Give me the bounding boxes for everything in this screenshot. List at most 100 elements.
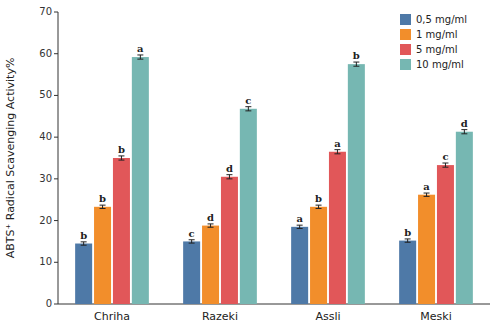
error-bar-cap xyxy=(245,110,251,111)
bar xyxy=(437,165,454,304)
legend-swatch xyxy=(400,59,411,70)
chart: 010203040506070ABTS⁺ Radical Scavenging … xyxy=(0,0,500,334)
error-bar-cap xyxy=(100,205,106,206)
y-axis-label: ABTS⁺ Radical Scavenging Activity% xyxy=(4,58,17,259)
bar xyxy=(348,64,365,304)
bar xyxy=(183,241,200,304)
error-bar-line xyxy=(299,225,300,228)
error-bar xyxy=(137,55,143,59)
error-bar-cap xyxy=(297,228,303,229)
bar xyxy=(240,109,257,304)
error-bar-cap xyxy=(189,239,195,240)
error-bar-cap xyxy=(137,59,143,60)
bar xyxy=(132,57,149,304)
bar-letter: b xyxy=(404,227,411,238)
error-bar xyxy=(353,62,359,66)
x-tick-label: Chriha xyxy=(94,310,130,323)
error-bar xyxy=(405,239,411,242)
error-bar xyxy=(442,163,448,167)
error-bar xyxy=(81,242,87,245)
error-bar-line xyxy=(229,175,230,179)
error-bar-cap xyxy=(461,133,467,134)
bar xyxy=(113,158,130,304)
bar xyxy=(202,226,219,304)
error-bar xyxy=(245,107,251,111)
legend-label: 10 mg/ml xyxy=(416,59,464,70)
error-bar-line xyxy=(102,205,103,208)
y-tick xyxy=(54,220,58,221)
error-bar-cap xyxy=(405,242,411,243)
error-bar xyxy=(189,240,195,243)
legend-label: 0,5 mg/ml xyxy=(416,14,467,25)
error-bar-line xyxy=(407,239,408,242)
error-bar-cap xyxy=(189,243,195,244)
bar-letters: bcabbdbabdacacbd xyxy=(80,43,468,241)
error-bar-cap xyxy=(118,160,124,161)
error-bar-cap xyxy=(297,225,303,226)
bar xyxy=(291,227,308,304)
x-tick-label: Meski xyxy=(420,310,451,323)
bar xyxy=(310,207,327,304)
legend-label: 1 mg/ml xyxy=(416,29,458,40)
y-tick-label: 70 xyxy=(39,6,52,17)
bar xyxy=(94,207,111,304)
error-bar-line xyxy=(318,205,319,208)
bar-letter: b xyxy=(80,230,87,241)
error-bar-cap xyxy=(316,208,322,209)
y-tick-label: 60 xyxy=(39,48,52,59)
bar-letter: b xyxy=(118,144,125,155)
error-bar-line xyxy=(464,130,465,134)
error-bar-cap xyxy=(461,129,467,130)
bar-letter: b xyxy=(353,50,360,61)
bar-letter: c xyxy=(245,95,251,106)
error-bar-cap xyxy=(208,227,214,228)
error-bar xyxy=(424,193,430,196)
legend-label: 5 mg/ml xyxy=(416,44,458,55)
bar-letter: a xyxy=(296,213,303,224)
error-bar-cap xyxy=(424,193,430,194)
y-axis: 010203040506070ABTS⁺ Radical Scavenging … xyxy=(4,6,58,309)
bar xyxy=(418,195,435,304)
legend-swatch xyxy=(400,44,411,55)
bar-letter: a xyxy=(423,181,430,192)
error-bar-cap xyxy=(226,178,232,179)
legend-swatch xyxy=(400,14,411,25)
y-tick xyxy=(54,178,58,179)
error-bar-line xyxy=(210,224,211,227)
error-bar-line xyxy=(248,107,249,111)
error-bar-line xyxy=(337,150,338,154)
bar-letter: a xyxy=(137,43,144,54)
error-bar xyxy=(316,205,322,208)
bar-letter: a xyxy=(334,138,341,149)
bar xyxy=(399,241,416,304)
bar xyxy=(75,244,92,304)
error-bar-line xyxy=(191,240,192,243)
y-tick-label: 0 xyxy=(46,298,52,309)
error-bar-cap xyxy=(316,205,322,206)
error-bar-cap xyxy=(81,245,87,246)
error-bar-cap xyxy=(81,241,87,242)
y-tick xyxy=(54,53,58,54)
error-bar-cap xyxy=(334,153,340,154)
y-tick-label: 40 xyxy=(39,131,52,142)
y-axis-line xyxy=(58,12,59,304)
y-tick-label: 50 xyxy=(39,89,52,100)
bars xyxy=(75,55,473,304)
bar-letter: d xyxy=(461,118,468,129)
bar xyxy=(456,132,473,304)
bar xyxy=(329,152,346,304)
bar-letter: c xyxy=(442,151,448,162)
error-bar-cap xyxy=(226,174,232,175)
error-bar-line xyxy=(445,163,446,167)
bar-letter: c xyxy=(189,228,195,239)
bar-letter: d xyxy=(226,163,233,174)
error-bar xyxy=(461,130,467,134)
y-tick-label: 20 xyxy=(39,215,52,226)
x-tick-label: Assli xyxy=(315,310,340,323)
error-bar-line xyxy=(83,242,84,245)
y-tick xyxy=(54,12,58,13)
y-tick xyxy=(54,262,58,263)
error-bar-line xyxy=(356,62,357,66)
error-bar-cap xyxy=(442,167,448,168)
y-tick-label: 30 xyxy=(39,173,52,184)
